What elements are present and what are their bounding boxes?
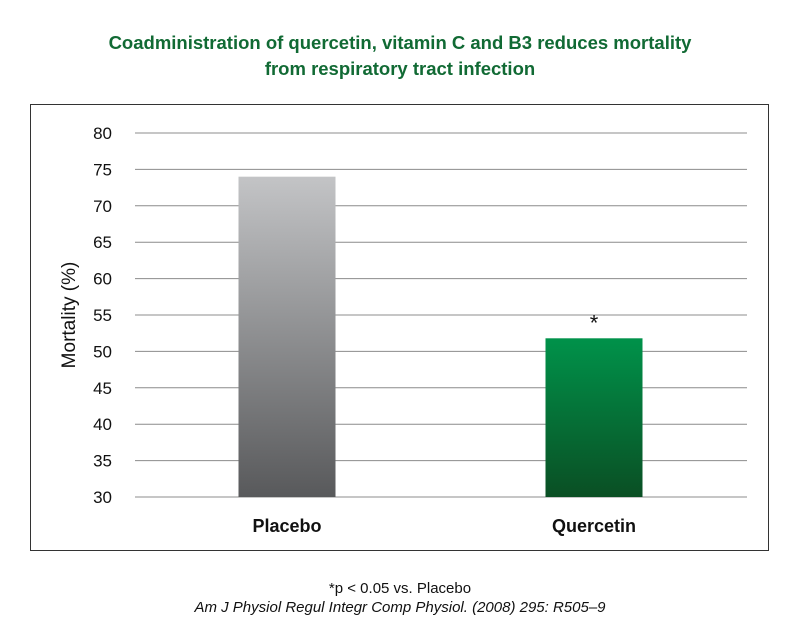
y-tick-label-70: 70	[93, 197, 112, 216]
y-tick-label-55: 55	[93, 306, 112, 325]
bar-quercetin	[545, 338, 643, 497]
y-tick-label-60: 60	[93, 270, 112, 289]
x-tick-label-quercetin: Quercetin	[552, 516, 636, 536]
y-axis-label: Mortality (%)	[59, 262, 80, 369]
y-tick-label-45: 45	[93, 379, 112, 398]
chart-title-line-1: Coadministration of quercetin, vitamin C…	[108, 32, 692, 53]
y-tick-label-65: 65	[93, 233, 112, 252]
y-tick-label-80: 80	[93, 124, 112, 143]
y-tick-label-35: 35	[93, 452, 112, 471]
chart-frame	[30, 104, 769, 551]
y-tick-label-40: 40	[93, 415, 112, 434]
citation: Am J Physiol Regul Integr Comp Physiol. …	[194, 599, 606, 616]
significance-marker: *	[590, 310, 599, 335]
x-tick-label-placebo: Placebo	[252, 516, 321, 536]
significance-footnote: *p < 0.05 vs. Placebo	[328, 580, 472, 597]
y-tick-label-75: 75	[93, 160, 112, 179]
y-tick-label-30: 30	[93, 488, 112, 507]
bar-placebo	[238, 176, 336, 497]
y-tick-label-50: 50	[93, 342, 112, 361]
chart-title-line-2: from respiratory tract infection	[264, 58, 536, 79]
chart-title: Coadministration of quercetin, vitamin C…	[0, 30, 800, 82]
